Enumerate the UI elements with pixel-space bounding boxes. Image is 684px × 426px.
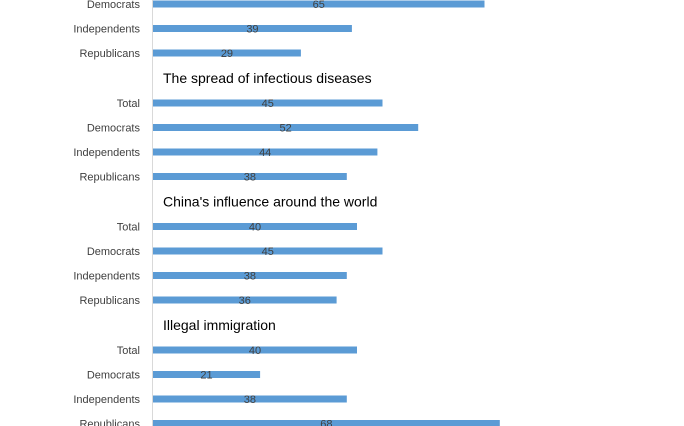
category-label: Republicans (79, 419, 140, 426)
category-label: Independents (73, 271, 140, 283)
category-label: Democrats (87, 370, 141, 382)
bar (153, 49, 301, 57)
data-label: 21 (200, 370, 212, 382)
bar (153, 25, 352, 32)
category-label: Republicans (79, 48, 140, 60)
group-title: China's influence around the world (163, 194, 377, 210)
category-label: Independents (73, 24, 140, 36)
bar (153, 173, 347, 180)
bar (153, 420, 500, 426)
category-label: Independents (73, 394, 140, 406)
group-title: The spread of infectious diseases (163, 70, 372, 86)
bar (153, 247, 383, 255)
data-label: 45 (262, 246, 274, 258)
group-title: Illegal immigration (163, 317, 276, 333)
data-label: 39 (246, 24, 258, 36)
data-label: 68 (320, 419, 332, 426)
data-label: 38 (244, 271, 256, 283)
category-label: Total (117, 345, 140, 357)
category-label: Democrats (87, 0, 141, 11)
data-label: 65 (313, 0, 325, 11)
bar (153, 395, 347, 403)
bar (153, 148, 378, 156)
bar (153, 272, 347, 279)
category-label: Republicans (79, 295, 140, 307)
category-label: Republicans (79, 172, 140, 184)
data-label: 38 (244, 394, 256, 406)
category-label: Independents (73, 147, 140, 159)
bar (153, 371, 261, 378)
category-label: Democrats (87, 123, 141, 135)
bar (153, 124, 419, 131)
category-label: Total (117, 98, 140, 110)
bar (153, 99, 383, 107)
data-label: 44 (259, 147, 271, 159)
data-label: 29 (221, 48, 233, 60)
data-label: 40 (249, 222, 261, 234)
bar (153, 0, 485, 8)
data-label: 52 (279, 123, 291, 135)
category-label: Democrats (87, 246, 141, 258)
category-label: Total (117, 222, 140, 234)
bar (153, 296, 337, 304)
data-label: 36 (239, 295, 251, 307)
bar (153, 223, 357, 230)
data-label: 40 (249, 345, 261, 357)
bar (153, 346, 357, 354)
data-label: 45 (262, 98, 274, 110)
data-label: 38 (244, 172, 256, 184)
